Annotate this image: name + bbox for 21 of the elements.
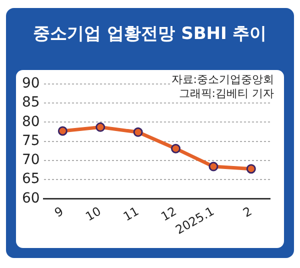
x-tick-label: 12 bbox=[158, 204, 179, 224]
y-tick-label: 65 bbox=[22, 171, 40, 188]
x-tick-label: 10 bbox=[83, 204, 104, 224]
annotation: 자료:중소기업중앙회 bbox=[171, 73, 274, 87]
chart-title: 중소기업 업황전망 SBHI 추이 bbox=[32, 23, 268, 45]
point bbox=[133, 127, 143, 137]
point bbox=[96, 122, 106, 132]
x-tick-label: 9 bbox=[52, 204, 66, 220]
y-tick-label: 75 bbox=[22, 132, 40, 149]
point bbox=[171, 144, 181, 154]
point bbox=[246, 164, 256, 174]
point bbox=[208, 162, 218, 172]
y-tick-label: 70 bbox=[22, 152, 40, 168]
y-tick-label: 90 bbox=[22, 76, 40, 92]
y-tick-label: 60 bbox=[22, 190, 40, 206]
x-tick-label: 11 bbox=[120, 204, 142, 224]
annotation: 그래픽:김베티 기자 bbox=[178, 87, 274, 101]
y-tick-label: 85 bbox=[22, 94, 40, 111]
point bbox=[58, 126, 68, 136]
y-tick-label: 80 bbox=[22, 114, 40, 130]
x-tick-label: 2 bbox=[240, 204, 254, 220]
